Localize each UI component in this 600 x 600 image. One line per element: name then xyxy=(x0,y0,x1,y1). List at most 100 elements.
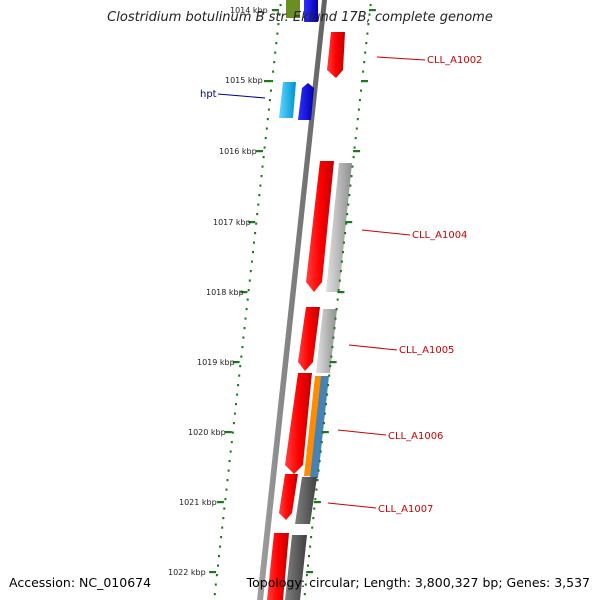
track-dot xyxy=(348,194,351,197)
scale-ticks xyxy=(209,9,376,574)
track-dot xyxy=(244,317,247,320)
track-dot xyxy=(215,574,218,577)
track-dot xyxy=(330,355,333,358)
track-dot xyxy=(308,555,310,558)
track-dot xyxy=(213,593,216,596)
track-dot xyxy=(339,270,342,273)
map-title: Clostridium botulinum B str. Eklund 17B,… xyxy=(107,10,493,25)
track-dot xyxy=(236,393,239,396)
track-dot xyxy=(351,165,354,168)
track-dot xyxy=(249,270,252,273)
track-dot xyxy=(329,365,332,368)
label-leader xyxy=(327,502,377,509)
kbp-tick xyxy=(271,9,279,12)
kbp-tick xyxy=(264,80,271,83)
track-dot xyxy=(268,99,271,102)
track-dot xyxy=(272,70,275,73)
track-dot xyxy=(228,460,231,463)
track-dot xyxy=(342,251,344,254)
track-dot xyxy=(304,583,307,586)
track-dot xyxy=(262,156,265,159)
track-dot xyxy=(235,403,237,406)
kbp-tick xyxy=(306,571,314,574)
gene-label-cll-a1005: CLL_A1005 xyxy=(399,345,454,356)
track-dot xyxy=(322,422,325,425)
track-dot xyxy=(318,460,321,463)
track-dot xyxy=(353,146,356,149)
track-dot xyxy=(232,422,235,425)
track-dot xyxy=(347,203,350,206)
track-dot xyxy=(369,4,372,7)
track-dot xyxy=(358,99,361,102)
kbp-tick xyxy=(248,221,256,224)
track-dot xyxy=(217,564,219,567)
track-dot xyxy=(233,412,236,415)
track-dot xyxy=(219,545,222,548)
track-dot xyxy=(266,118,269,121)
gene-label-cll-a1006: CLL_A1006 xyxy=(388,431,443,442)
track-dot xyxy=(326,393,329,396)
cds-feature xyxy=(295,477,317,524)
track-dot xyxy=(303,593,306,596)
track-dot xyxy=(239,365,242,368)
track-dot xyxy=(267,108,270,111)
track-dot xyxy=(310,536,313,539)
kbp-tick xyxy=(345,221,353,224)
track-dot xyxy=(264,137,267,140)
track-dot xyxy=(248,279,251,282)
track-dot xyxy=(356,118,359,121)
gene-label-cll-a1007: CLL_A1007 xyxy=(378,504,433,515)
scale-label: 1018 kbp xyxy=(206,288,244,297)
track-dot xyxy=(227,469,230,472)
track-dot xyxy=(256,213,259,216)
kbp-tick xyxy=(240,291,248,294)
track-dot xyxy=(229,450,232,453)
track-dot xyxy=(343,241,345,244)
track-dot xyxy=(265,127,268,130)
track-dot xyxy=(255,222,258,225)
track-dot xyxy=(276,32,279,35)
track-dot xyxy=(258,194,261,197)
track-dot xyxy=(222,517,225,520)
gene-label-hpt: hpt xyxy=(200,89,217,100)
label-leader xyxy=(376,56,426,61)
cds-feature xyxy=(298,83,314,120)
track-dot xyxy=(366,32,369,35)
track-dot xyxy=(242,336,245,339)
kbp-tick xyxy=(232,361,240,364)
scale-label: 1019 kbp xyxy=(197,358,235,367)
track-dot xyxy=(335,308,338,311)
track-dot xyxy=(317,469,320,472)
track-dot xyxy=(319,450,322,453)
label-leader xyxy=(348,344,398,351)
scale-label: 1017 kbp xyxy=(213,218,251,227)
track-dot xyxy=(357,108,360,111)
track-dot xyxy=(338,279,341,282)
track-dot xyxy=(311,526,314,529)
gc-content-track-right xyxy=(303,4,372,596)
track-dot xyxy=(365,42,368,45)
accession-text: Accession: NC_010674 xyxy=(9,575,152,590)
track-dot xyxy=(340,260,343,263)
track-dot xyxy=(315,488,318,491)
label-leader xyxy=(361,229,411,236)
label-leader xyxy=(337,429,387,436)
track-dot xyxy=(223,507,226,510)
track-dot xyxy=(250,260,253,263)
track-dot xyxy=(240,355,243,358)
kbp-tick xyxy=(329,361,337,364)
track-dot xyxy=(275,42,278,45)
track-dot xyxy=(257,203,260,206)
kbp-tick xyxy=(337,291,345,294)
cds-feature xyxy=(326,163,352,292)
track-dot xyxy=(241,346,244,349)
gc-content-track-left xyxy=(213,4,282,596)
cds-feature xyxy=(267,533,289,600)
cds-feature xyxy=(327,32,345,78)
track-dot xyxy=(224,498,227,501)
track-dot xyxy=(252,251,254,254)
track-dot xyxy=(332,336,335,339)
track-dot xyxy=(279,4,282,7)
track-dot xyxy=(312,517,315,520)
track-dot xyxy=(270,89,272,92)
